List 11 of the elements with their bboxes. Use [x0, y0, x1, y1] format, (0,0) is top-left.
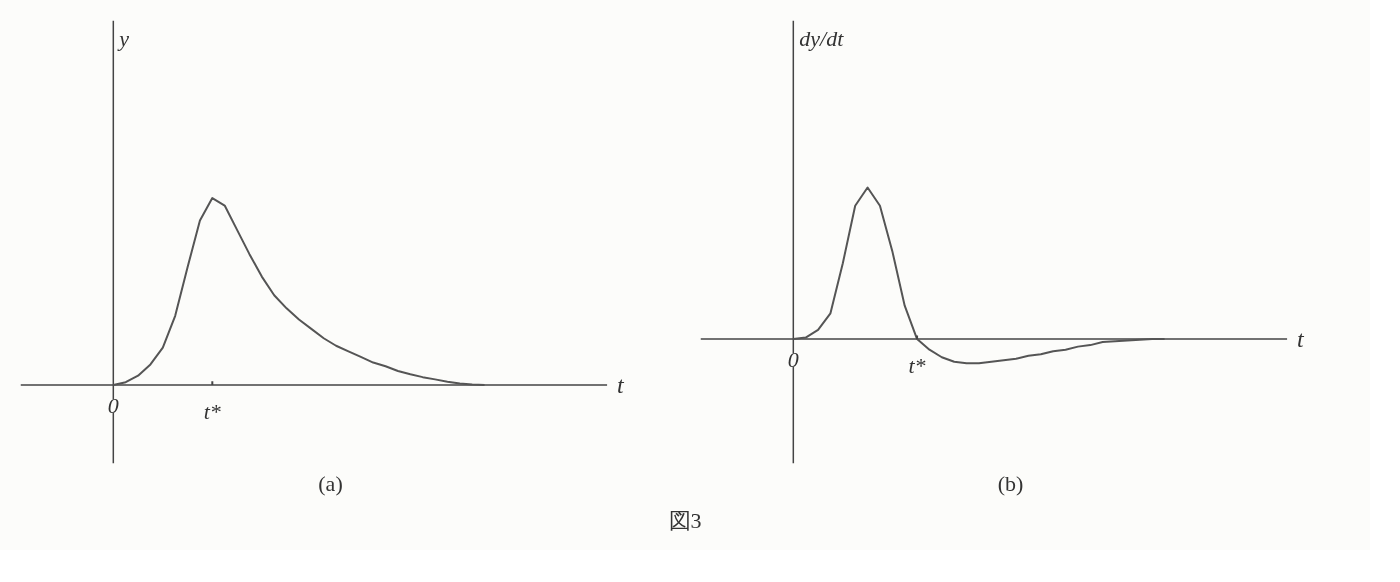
x-tick-label: 0 [787, 347, 799, 373]
x-tick-label: 0 [107, 392, 119, 418]
y-axis-title: dy/dt [799, 25, 845, 51]
caption: 図3 [668, 507, 702, 535]
y-axis-title: y [117, 25, 130, 51]
x-axis-title: t [617, 371, 626, 398]
x-tick-label: t* [908, 353, 926, 379]
x-axis-title: t [1297, 326, 1306, 353]
text: (a) [318, 470, 343, 496]
text: (b) [997, 470, 1024, 496]
x-tick-label: t* [203, 398, 221, 424]
